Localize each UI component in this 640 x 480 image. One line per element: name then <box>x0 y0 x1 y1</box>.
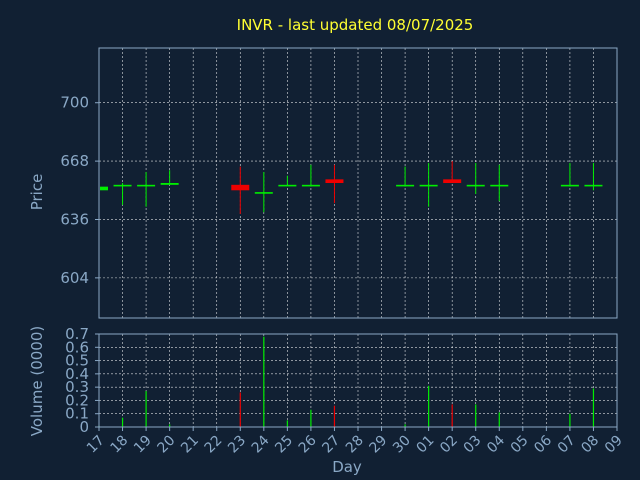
candle <box>584 162 603 191</box>
candle <box>325 164 344 204</box>
candle-body <box>325 179 344 183</box>
price-y-tick-label: 636 <box>60 210 89 228</box>
candle <box>490 164 509 202</box>
candle-body <box>584 184 603 187</box>
candle-body <box>560 184 579 187</box>
candle-body <box>113 184 132 187</box>
candle <box>254 172 273 213</box>
candle-body <box>137 184 156 187</box>
candle <box>137 172 156 207</box>
candle <box>231 166 250 215</box>
candle <box>419 162 438 207</box>
candle-body <box>490 184 509 187</box>
candle <box>301 164 320 187</box>
candle-body <box>254 192 273 194</box>
price-y-tick-label: 604 <box>60 269 89 287</box>
volume-y-tick-labels: 00.10.20.30.40.50.60.7 <box>65 325 99 436</box>
candle <box>113 183 132 205</box>
price-plot-frame <box>98 47 618 319</box>
price-gridlines <box>99 48 617 318</box>
volume-y-tick-label: 0.1 <box>65 405 89 423</box>
candle-body <box>301 184 320 187</box>
candle-body <box>419 184 438 187</box>
price-y-tick-label: 700 <box>60 94 89 112</box>
price-candles <box>98 161 603 215</box>
candle-body <box>396 184 415 187</box>
candle-body <box>231 184 250 191</box>
volume-y-tick-label: 0 <box>79 418 89 436</box>
candle-body <box>443 179 462 183</box>
volume-axis-label: Volume (0000) <box>28 326 46 436</box>
volume-bars <box>98 336 595 427</box>
price-axis-label: Price <box>28 174 46 211</box>
price-y-tick-label: 668 <box>60 152 89 170</box>
candle <box>396 166 415 187</box>
volume-y-tick-label: 0.7 <box>65 325 89 343</box>
chart-title: INVR - last updated 08/07/2025 <box>237 16 474 34</box>
x-axis-label: Day <box>332 458 362 476</box>
volume-y-tick-label: 0.6 <box>65 338 89 356</box>
volume-y-tick-label: 0.2 <box>65 391 89 409</box>
candle-body <box>466 184 485 187</box>
volume-y-tick-label: 0.5 <box>65 352 89 370</box>
candle-body <box>100 186 108 191</box>
volume-y-tick-label: 0.3 <box>65 378 89 396</box>
candle <box>443 161 462 183</box>
candle-body <box>160 183 179 185</box>
candle <box>466 162 485 194</box>
candle <box>278 175 297 187</box>
volume-y-tick-label: 0.4 <box>65 365 89 383</box>
candle <box>160 170 179 185</box>
price-y-tick-labels: 604 636 668 700 <box>60 94 99 287</box>
candle-body <box>278 184 297 187</box>
candle <box>560 162 579 187</box>
